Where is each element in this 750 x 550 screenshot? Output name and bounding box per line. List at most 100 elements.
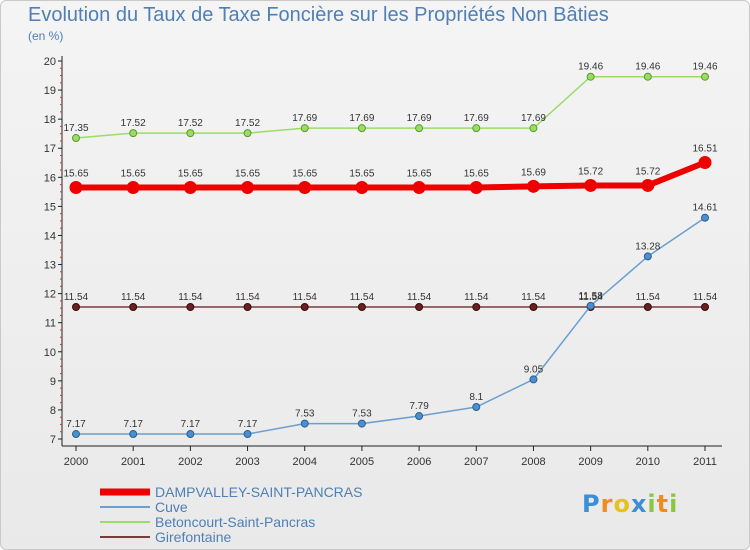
data-point [701, 213, 709, 222]
data-label: 11.54 [178, 292, 203, 303]
data-point [415, 124, 424, 133]
data-point [243, 302, 252, 311]
legend-label: Girefontaine [155, 529, 231, 545]
data-point [415, 412, 424, 421]
data-label: 11.54 [121, 292, 146, 303]
data-point [183, 180, 197, 194]
data-label: 15.65 [464, 168, 489, 179]
data-point [701, 72, 709, 81]
data-label: 17.52 [178, 118, 203, 129]
data-label: 17.69 [521, 113, 546, 124]
logo-letter: x [630, 490, 648, 518]
data-label: 15.72 [578, 166, 603, 177]
chart-title: Evolution du Taux de Taxe Foncière sur l… [28, 4, 609, 26]
data-label: 11.54 [235, 292, 260, 303]
y-tick-label: 13 [44, 260, 56, 272]
data-label: 15.65 [407, 168, 432, 179]
data-label: 8.1 [469, 392, 483, 403]
data-point [472, 124, 481, 133]
x-tick-label: 2008 [521, 456, 545, 468]
data-point [357, 419, 366, 428]
data-point [126, 180, 140, 194]
data-point [698, 155, 712, 169]
legend-label: Betoncourt-Saint-Pancras [155, 514, 315, 530]
data-label: 11.54 [350, 292, 375, 303]
data-point [529, 302, 538, 311]
data-point [69, 180, 83, 194]
data-label: 19.46 [578, 62, 603, 73]
data-point [72, 430, 80, 439]
data-label: 11.54 [636, 292, 661, 303]
proxiti-logo: Proxiti [582, 490, 678, 518]
y-tick-label: 20 [44, 56, 56, 68]
y-tick-label: 18 [44, 114, 56, 126]
x-tick-label: 2004 [292, 456, 316, 468]
data-label: 17.69 [464, 113, 489, 124]
axes: 7 8 9 10 11 12 13 14 15 16 17 18 19 20 2000 2001 2002 200… [44, 56, 722, 468]
data-point [129, 430, 138, 439]
data-label: 16.51 [692, 143, 717, 154]
data-label: 15.65 [292, 168, 317, 179]
data-point [643, 252, 652, 261]
data-label: 7.79 [409, 401, 429, 412]
data-label: 13.28 [635, 241, 660, 252]
y-tick-label: 14 [44, 230, 56, 242]
y-tick-label: 11 [45, 318, 56, 330]
data-point [529, 375, 538, 384]
y-tick-label: 8 [50, 405, 56, 417]
data-label: 19.46 [635, 62, 660, 73]
x-tick-label: 2005 [350, 456, 374, 468]
data-point [701, 302, 709, 311]
data-point [72, 134, 80, 143]
data-label: 19.46 [692, 62, 717, 73]
x-tick-label: 2006 [407, 456, 431, 468]
data-label: 17.69 [292, 113, 317, 124]
x-tick-label: 2009 [578, 456, 602, 468]
data-point [643, 302, 652, 311]
data-label: 15.69 [521, 167, 546, 178]
data-label: 15.72 [635, 166, 660, 177]
data-point [300, 302, 309, 311]
y-tick-label: 7 [50, 434, 56, 446]
x-tick-label: 2010 [636, 456, 660, 468]
logo-letter: o [613, 490, 631, 518]
legend-label: Cuve [155, 499, 188, 515]
data-label: 7.17 [66, 419, 86, 430]
data-label: 17.69 [407, 113, 432, 124]
data-point [129, 302, 138, 311]
data-label: 11.54 [407, 292, 432, 303]
series-line-0 [76, 159, 707, 191]
data-point [529, 124, 538, 133]
data-point [586, 301, 595, 310]
data-label: 11.54 [693, 292, 718, 303]
data-label: 15.65 [63, 168, 88, 179]
x-tick-label: 2011 [693, 456, 717, 468]
data-point [526, 179, 540, 193]
series-layer [69, 72, 712, 439]
x-tick-label: 2001 [121, 456, 145, 468]
data-point [355, 180, 369, 194]
data-point [412, 180, 426, 194]
logo-letter: i [647, 490, 657, 518]
data-point [241, 180, 255, 194]
data-label: 15.65 [349, 168, 374, 179]
series-line-2 [75, 75, 705, 139]
data-label: 17.35 [63, 123, 88, 134]
y-tick-label: 17 [44, 143, 56, 155]
data-label: 9.05 [524, 364, 544, 375]
data-point [243, 129, 252, 138]
data-point [186, 129, 195, 138]
data-point [243, 430, 252, 439]
logo-letter: P [582, 490, 601, 518]
data-point [586, 72, 595, 81]
y-tick-label: 16 [44, 172, 56, 184]
data-label: 7.17 [238, 419, 258, 430]
data-labels-layer: 15.65 15.65 15.65 15.65 15.65 15.65 15.65 15.65… [63, 62, 717, 430]
data-point [469, 180, 483, 194]
x-tick-label: 2000 [64, 456, 88, 468]
series-line-1 [76, 217, 706, 435]
y-tick-label: 19 [44, 85, 56, 97]
y-tick-label: 12 [44, 289, 56, 301]
